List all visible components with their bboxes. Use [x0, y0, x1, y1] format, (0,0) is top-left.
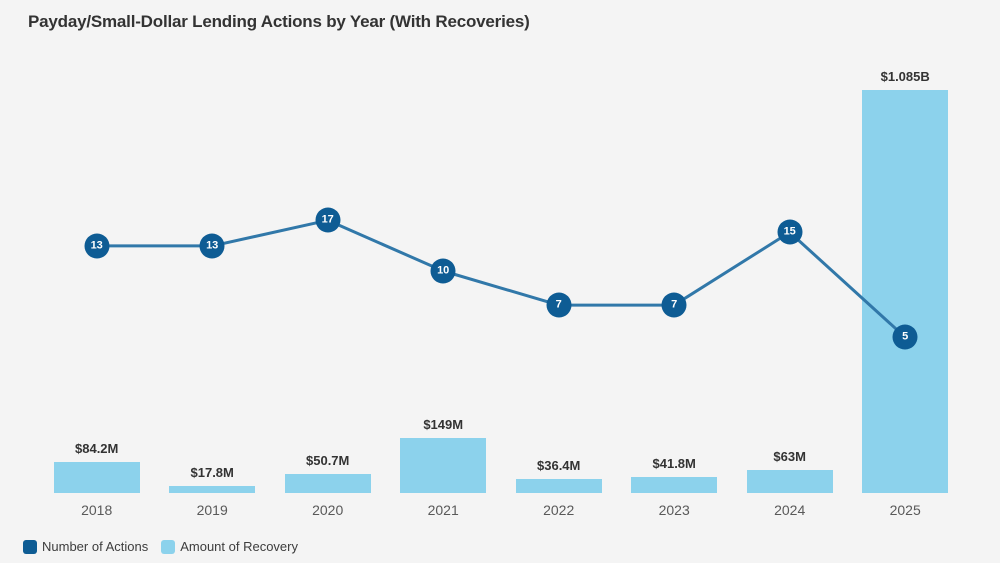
- recovery-bar-2025: [862, 90, 949, 493]
- line-marker-2020: 17: [315, 207, 341, 233]
- bar-value-label-2023: $41.8M: [652, 456, 696, 472]
- bar-value-label-2022: $36.4M: [537, 458, 581, 474]
- line-marker-2022: 7: [546, 292, 572, 318]
- bar-value-label-2021: $149M: [423, 416, 464, 432]
- line-marker-2023: 7: [661, 292, 687, 318]
- bar-value-label-2019: $17.8M: [190, 465, 234, 481]
- line-marker-2019: 13: [199, 233, 225, 259]
- year-axis-label-2020: 2020: [312, 502, 344, 518]
- bar-value-label-2024: $63M: [773, 448, 806, 464]
- bar-value-label-2025: $1.085B: [880, 69, 930, 85]
- year-axis-label-2019: 2019: [196, 502, 228, 518]
- recovery-bar-2018: [53, 461, 140, 493]
- year-axis-label-2023: 2023: [658, 502, 690, 518]
- recovery-bar-2019: [169, 486, 256, 493]
- legend-item-number-of-actions[interactable]: Number of Actions: [23, 539, 148, 554]
- year-axis-label-2018: 2018: [81, 502, 113, 518]
- line-marker-2018: 13: [84, 233, 110, 259]
- legend-swatch-actions-icon: [23, 539, 37, 554]
- year-axis-label-2022: 2022: [543, 502, 575, 518]
- recovery-bar-2022: [515, 479, 602, 493]
- legend: Number of Actions Amount of Recovery: [23, 539, 298, 554]
- year-axis-label-2021: 2021: [427, 502, 459, 518]
- line-marker-2024: 15: [777, 219, 803, 245]
- year-axis-label-2025: 2025: [889, 502, 921, 518]
- year-axis-label-2024: 2024: [774, 502, 806, 518]
- legend-item-amount-of-recovery[interactable]: Amount of Recovery: [161, 539, 298, 554]
- recovery-bar-2023: [631, 477, 718, 493]
- chart-title: Payday/Small-Dollar Lending Actions by Y…: [28, 12, 530, 31]
- line-marker-2025: 5: [892, 324, 918, 350]
- bar-value-label-2018: $84.2M: [75, 440, 119, 456]
- recovery-bar-2020: [284, 474, 371, 493]
- actions-line-path: [96, 218, 907, 339]
- recovery-bar-2021: [400, 437, 487, 493]
- legend-label-number-of-actions: Number of Actions: [42, 539, 149, 554]
- legend-label-amount-of-recovery: Amount of Recovery: [180, 539, 298, 554]
- legend-swatch-recovery-icon: [161, 539, 176, 554]
- line-marker-2021: 10: [430, 258, 456, 284]
- recovery-bar-2024: [746, 469, 833, 493]
- bar-value-label-2020: $50.7M: [306, 453, 350, 469]
